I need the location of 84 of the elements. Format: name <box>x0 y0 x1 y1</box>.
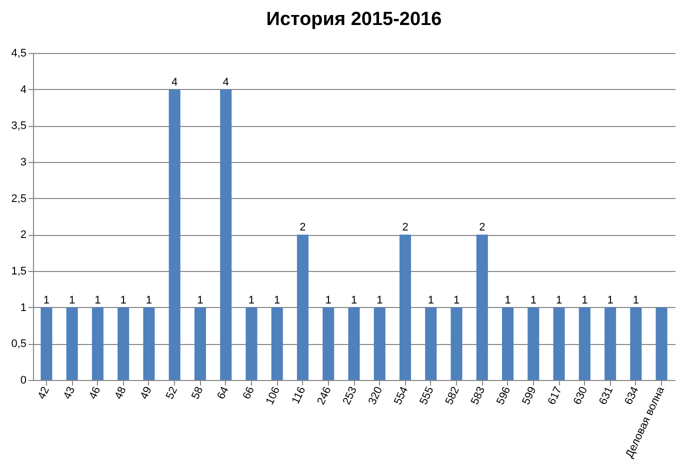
x-tick-label: 582 <box>443 384 462 407</box>
bar <box>476 234 488 380</box>
x-tick-label: 583 <box>468 384 488 407</box>
data-label: 1 <box>632 294 639 306</box>
data-label: 1 <box>120 294 126 306</box>
bar <box>271 307 283 380</box>
data-label: 4 <box>172 76 178 88</box>
data-label: 1 <box>556 294 562 306</box>
y-tick-label: 2,5 <box>11 192 26 205</box>
bar <box>604 307 616 380</box>
x-tick-label: 46 <box>87 384 104 402</box>
x-tick-label: 246 <box>315 384 334 407</box>
bar <box>194 307 206 380</box>
data-label: 1 <box>453 294 460 306</box>
bar <box>168 89 180 380</box>
x-tick-label: 64 <box>215 384 232 402</box>
data-label: 1 <box>530 294 536 306</box>
data-label: 1 <box>325 294 332 306</box>
x-tick-label: 253 <box>340 384 360 407</box>
data-label: 2 <box>402 222 408 234</box>
bar <box>220 89 232 380</box>
data-label: 2 <box>479 222 486 234</box>
data-label: 1 <box>197 294 204 306</box>
x-tick-label: 116 <box>290 384 308 406</box>
x-tick-label: 42 <box>36 384 52 402</box>
bar <box>553 307 565 380</box>
bar <box>399 234 412 380</box>
x-tick-label: 634 <box>622 384 642 407</box>
bar <box>502 307 514 380</box>
y-tick-label: 1,5 <box>11 266 26 278</box>
y-tick-label: 0,5 <box>11 338 26 350</box>
x-tick-label: 555 <box>418 384 436 407</box>
y-tick-label: 3 <box>20 156 26 168</box>
x-tick-label: 52 <box>164 384 180 402</box>
bar <box>374 307 386 380</box>
y-tick-label: 4,5 <box>11 48 26 60</box>
y-tick-label: 2 <box>20 229 26 242</box>
data-label: 1 <box>94 294 101 306</box>
data-label: 1 <box>428 294 434 306</box>
data-label: 1 <box>69 294 76 306</box>
bar <box>118 307 130 380</box>
data-label: 1 <box>248 294 255 306</box>
data-label: 1 <box>376 294 383 306</box>
data-label: 2 <box>300 222 306 234</box>
bar <box>656 307 668 380</box>
data-label: 4 <box>222 76 229 88</box>
x-tick-label: 58 <box>190 384 206 402</box>
bar <box>425 307 437 380</box>
bar <box>450 307 462 380</box>
y-tick-label: 0 <box>20 374 26 386</box>
x-tick-label: 631 <box>597 384 616 407</box>
bar <box>40 307 52 380</box>
x-tick-label: 596 <box>494 384 514 407</box>
data-label: 1 <box>43 294 50 306</box>
bar <box>246 307 258 380</box>
bar <box>348 307 360 380</box>
x-tick-label: 617 <box>546 384 564 407</box>
chart-title: История 2015-2016 <box>266 9 442 30</box>
bar <box>322 307 334 380</box>
data-label: 1 <box>607 294 614 306</box>
x-tick-label: 43 <box>61 384 78 402</box>
y-tick-label: 1 <box>20 302 26 314</box>
x-tick-label: 48 <box>112 384 129 402</box>
bar <box>630 307 642 380</box>
data-label: 1 <box>350 294 358 306</box>
x-tick-label: 66 <box>240 384 257 402</box>
data-label: 1 <box>274 294 280 306</box>
x-tick-label: 630 <box>571 384 590 407</box>
bar <box>296 234 309 380</box>
x-tick-label: 49 <box>138 384 154 402</box>
x-tick-label: 106 <box>264 384 283 407</box>
y-tick-label: 4 <box>20 84 26 96</box>
data-label: 1 <box>504 294 511 306</box>
x-tick-label: 320 <box>366 384 386 407</box>
data-label: 1 <box>582 294 588 306</box>
y-tick-label: 3,5 <box>11 120 26 132</box>
data-label: 1 <box>146 294 152 306</box>
bar <box>578 307 590 380</box>
x-tick-label: 599 <box>520 384 539 407</box>
bar <box>528 307 540 380</box>
x-tick-label: 554 <box>392 384 411 407</box>
bar <box>143 307 155 380</box>
bar <box>92 307 104 380</box>
bar <box>66 307 78 380</box>
